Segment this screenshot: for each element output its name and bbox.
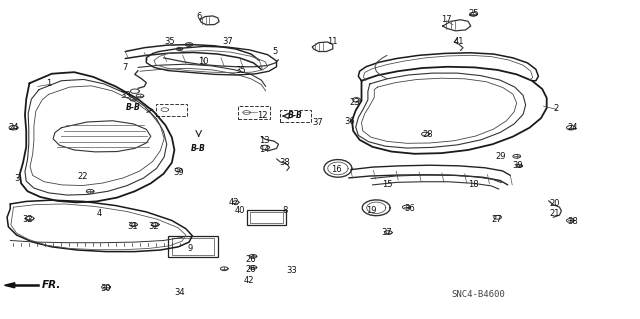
- Text: 10: 10: [198, 56, 209, 65]
- Text: 20: 20: [550, 199, 560, 208]
- Text: 23: 23: [350, 98, 360, 107]
- Text: B-B: B-B: [191, 144, 206, 153]
- Text: 35: 35: [164, 38, 175, 47]
- Text: 42: 42: [243, 276, 253, 285]
- Text: 37: 37: [381, 228, 392, 237]
- Text: 42: 42: [228, 198, 239, 207]
- Text: 22: 22: [77, 173, 88, 182]
- Text: 21: 21: [550, 209, 560, 218]
- Text: 32: 32: [22, 215, 33, 224]
- Text: 33: 33: [286, 266, 296, 275]
- Text: 9: 9: [187, 244, 193, 253]
- Text: 37: 37: [313, 117, 323, 127]
- Text: 13: 13: [259, 136, 269, 145]
- Text: 11: 11: [328, 38, 338, 47]
- Text: 12: 12: [257, 111, 268, 120]
- Text: 30: 30: [100, 284, 111, 293]
- Text: B-B: B-B: [126, 103, 141, 112]
- Text: 38: 38: [567, 217, 578, 226]
- Text: 36: 36: [344, 117, 355, 126]
- Text: 26: 26: [246, 255, 257, 264]
- Text: 35: 35: [235, 66, 246, 75]
- Text: SNC4-B4600: SNC4-B4600: [451, 290, 505, 299]
- Text: 28: 28: [422, 130, 433, 138]
- Text: FR.: FR.: [42, 280, 61, 290]
- Text: 7: 7: [122, 63, 128, 72]
- Text: 15: 15: [382, 181, 392, 189]
- Bar: [250, 212, 283, 223]
- Bar: [172, 238, 214, 256]
- Text: 2: 2: [554, 104, 559, 113]
- Text: 19: 19: [366, 206, 376, 215]
- Text: 32: 32: [148, 222, 159, 231]
- Text: 1: 1: [46, 79, 51, 88]
- Text: 38: 38: [280, 158, 291, 167]
- Text: 41: 41: [454, 38, 465, 47]
- Text: 39: 39: [173, 168, 184, 177]
- Bar: [280, 110, 311, 122]
- Bar: [156, 104, 186, 116]
- Text: 18: 18: [468, 181, 479, 189]
- Text: 16: 16: [331, 165, 341, 174]
- Text: 29: 29: [495, 152, 506, 161]
- Text: 24: 24: [8, 123, 19, 132]
- Text: 27: 27: [492, 215, 502, 224]
- Text: 6: 6: [196, 12, 202, 21]
- Text: 25: 25: [468, 9, 479, 18]
- Text: 36: 36: [404, 204, 415, 213]
- Text: 37: 37: [223, 38, 234, 47]
- Text: 40: 40: [234, 206, 244, 215]
- Text: 31: 31: [127, 222, 138, 231]
- Text: 3: 3: [14, 174, 19, 183]
- Text: 33: 33: [120, 92, 131, 100]
- Text: 17: 17: [441, 15, 452, 24]
- Text: 8: 8: [282, 206, 287, 215]
- Text: 39: 39: [513, 161, 524, 170]
- Text: B-B: B-B: [288, 111, 303, 121]
- Text: 4: 4: [97, 209, 102, 218]
- Text: 24: 24: [567, 123, 577, 132]
- Bar: [246, 210, 286, 225]
- Text: 14: 14: [259, 145, 269, 154]
- Bar: [168, 236, 218, 257]
- Polygon shape: [4, 283, 15, 288]
- Text: 5: 5: [273, 47, 278, 56]
- Bar: [238, 106, 270, 119]
- Text: 34: 34: [174, 288, 185, 297]
- Text: 26: 26: [246, 264, 257, 274]
